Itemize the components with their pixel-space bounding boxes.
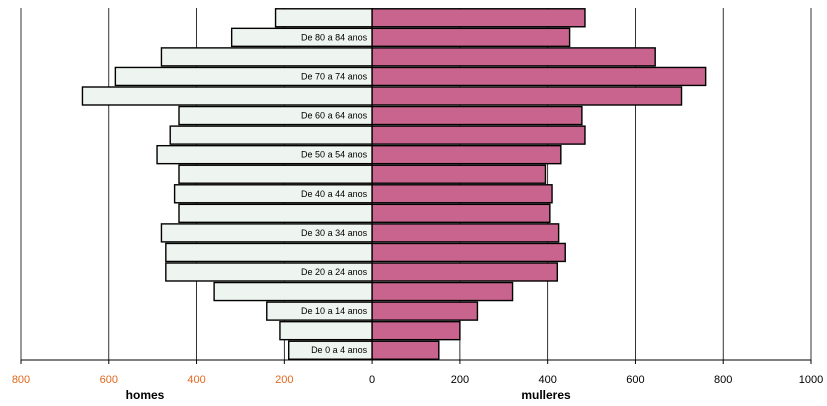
bar-mulleres	[371, 320, 461, 341]
x-tick-label: 400	[538, 374, 556, 386]
x-tick-label: 800	[714, 374, 732, 386]
bar-mulleres	[371, 262, 559, 282]
left-series-label: homes	[126, 388, 165, 402]
category-label: De 50 a 54 anos	[301, 150, 368, 160]
category-label: De 30 a 34 anos	[301, 228, 368, 238]
bar-mulleres	[371, 86, 683, 106]
bar-mulleres	[371, 125, 586, 145]
bar-homes	[81, 86, 373, 106]
bar-homes	[178, 203, 373, 224]
category-label: De 10 a 14 anos	[301, 306, 368, 316]
bar-homes	[274, 8, 373, 28]
bar-homes	[165, 242, 373, 263]
right-series-label: mulleres	[521, 388, 571, 402]
bar-mulleres	[371, 203, 551, 224]
x-tick-label: 600	[100, 374, 118, 386]
x-tick-label: 200	[451, 374, 469, 386]
bar-mulleres	[371, 105, 583, 126]
x-tick-label: 400	[187, 374, 205, 386]
bar-homes	[213, 281, 373, 302]
category-label: De 40 a 44 anos	[301, 189, 368, 199]
category-labels: De 80 a 84 anos De 70 a 74 anos De 60 a 64…	[301, 32, 368, 355]
x-tick-label: 1000	[799, 374, 823, 386]
bar-mulleres	[371, 27, 571, 48]
bar-mulleres	[371, 340, 440, 360]
category-label: De 80 a 84 anos	[301, 32, 368, 42]
bar-mulleres	[371, 144, 562, 165]
category-label: De 20 a 24 anos	[301, 267, 368, 277]
category-label: De 60 a 64 anos	[301, 111, 368, 121]
category-label: De 0 a 4 anos	[311, 345, 368, 355]
bar-mulleres	[371, 242, 566, 263]
bar-mulleres	[371, 164, 547, 184]
x-tick-label: 200	[275, 374, 293, 386]
bar-mulleres	[371, 8, 586, 28]
bar-homes	[279, 320, 373, 341]
x-axis: 800 600 400 200 0 200 400 600 800 1000	[12, 359, 823, 386]
bar-homes	[178, 164, 373, 184]
bar-homes	[169, 125, 373, 145]
x-tick-label: 600	[626, 374, 644, 386]
bar-mulleres	[371, 223, 560, 243]
bar-mulleres	[371, 301, 479, 321]
bar-mulleres	[371, 184, 553, 204]
gridlines	[20, 8, 812, 360]
x-tick-label: 800	[12, 374, 30, 386]
bar-mulleres	[371, 66, 707, 87]
bar-mulleres	[371, 47, 656, 67]
bar-homes	[160, 47, 373, 67]
bar-mulleres	[371, 281, 514, 302]
category-label: De 70 a 74 anos	[301, 71, 368, 81]
bars	[81, 8, 707, 360]
x-tick-label: 0	[369, 374, 375, 386]
